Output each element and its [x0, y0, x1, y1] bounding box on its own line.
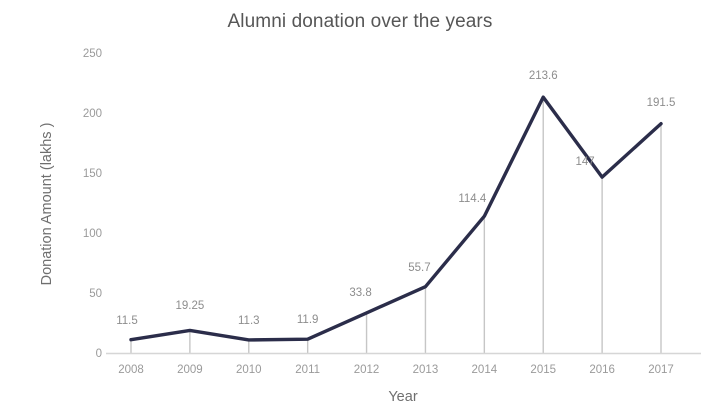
x-tick-label: 2010	[235, 364, 262, 376]
droplines	[130, 97, 662, 354]
data-point-label: 11.9	[296, 314, 319, 327]
data-point-label: 55.7	[408, 261, 431, 274]
data-point-label: 114.4	[458, 193, 487, 206]
x-tick-label: 2009	[177, 364, 203, 376]
x-tick-label: 2014	[471, 364, 498, 376]
y-tick-label: 150	[82, 167, 102, 180]
y-tick-label: 50	[89, 287, 102, 300]
x-tick-label: 2008	[118, 364, 144, 376]
x-tick-label: 2013	[412, 364, 439, 376]
x-axis-title: Year	[388, 389, 418, 405]
chart-title: Alumni donation over the years	[227, 11, 493, 32]
data-point-label: 11.5	[116, 314, 138, 327]
x-tick-label: 2011	[295, 364, 321, 376]
data-point-label: 191.5	[646, 96, 676, 109]
data-point-label: 213.6	[528, 70, 558, 83]
x-tick-label: 2012	[353, 364, 380, 376]
y-tick-label: 0	[95, 347, 102, 360]
x-tick-label: 2015	[530, 364, 557, 376]
y-tick-label: 100	[82, 227, 102, 240]
data-point-label: 11.3	[238, 314, 260, 327]
data-series-line	[129, 95, 663, 342]
x-tick-label: 2017	[648, 364, 674, 376]
y-tick-label: 250	[82, 47, 102, 60]
x-tick-label: 2016	[589, 364, 615, 376]
data-point-label: 33.8	[349, 286, 372, 299]
data-point-label: 147	[575, 156, 595, 169]
data-point-label: 19.25	[175, 300, 205, 313]
y-tick-labels: 0 50 100 150 200 250	[62, 0, 102, 419]
y-tick-label: 200	[82, 107, 102, 120]
